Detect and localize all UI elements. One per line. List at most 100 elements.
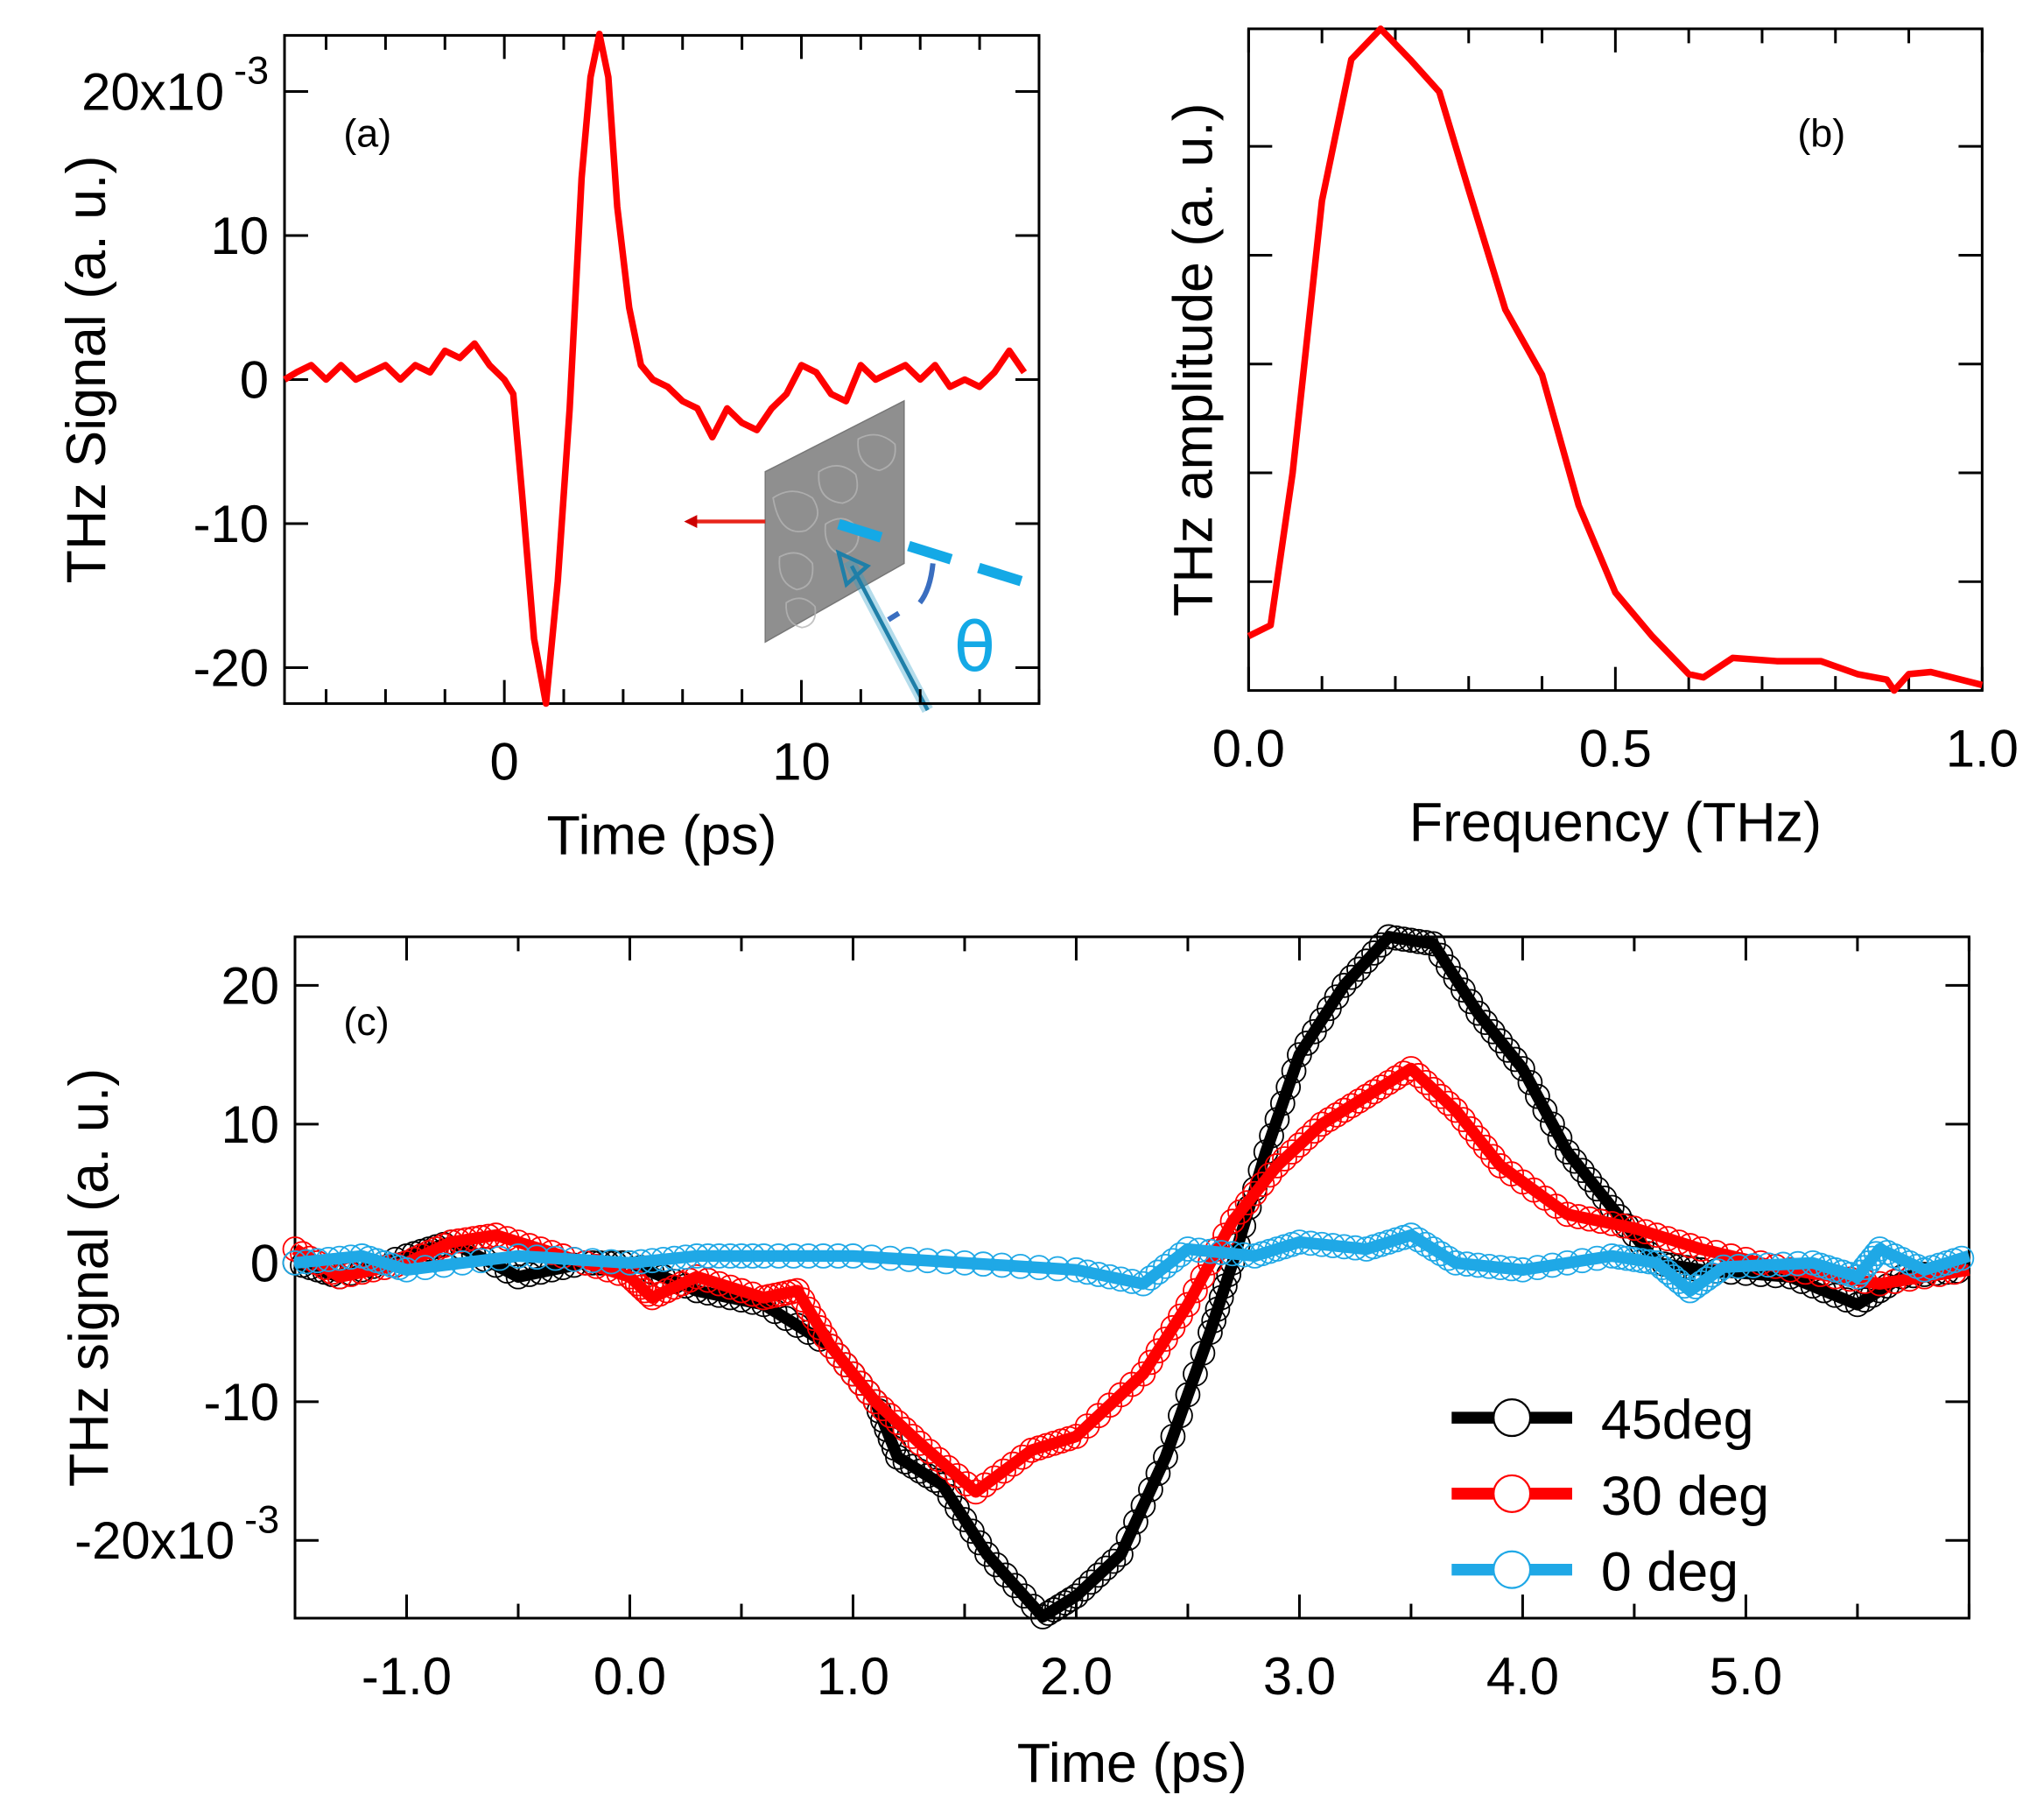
data-point-marker <box>1219 1208 1246 1235</box>
data-point-marker <box>636 1281 662 1307</box>
y-axis-label: THz Signal (a. u.) <box>56 156 117 584</box>
data-point-marker <box>315 1247 341 1272</box>
data-point-marker <box>935 1454 961 1481</box>
data-point-marker <box>1044 1256 1071 1282</box>
data-point-marker <box>1272 1146 1297 1172</box>
data-point-marker <box>1338 1093 1365 1119</box>
data-point-marker <box>468 1248 494 1274</box>
data-point-marker <box>1361 940 1387 966</box>
data-point-marker <box>1259 1123 1284 1149</box>
data-point-marker <box>1279 1139 1305 1165</box>
data-point-marker <box>1454 1251 1480 1278</box>
data-point-marker <box>561 1247 587 1272</box>
panel-c: -1.0 0.0 1.0 2.0 3.0 4.0 5.0 20 10 0 -10 -20x10 -3 Ti… <box>59 924 1975 1794</box>
y-tick-label: 20x10 <box>81 62 224 121</box>
plot-frame <box>293 935 1970 1620</box>
data-point-marker <box>1175 1236 1201 1262</box>
data-point-marker <box>1770 1251 1796 1278</box>
series-line <box>283 31 1028 707</box>
data-point-marker <box>974 1541 1000 1567</box>
data-point-marker <box>1725 1253 1752 1279</box>
data-point-marker <box>598 1249 624 1275</box>
y-axis-label: THz amplitude (a. u.) <box>1162 102 1224 616</box>
data-point-marker <box>1465 1000 1491 1026</box>
data-point-marker <box>945 1462 970 1489</box>
data-point-marker <box>1472 1134 1499 1160</box>
y-tick-label: 20 <box>221 956 279 1015</box>
data-point-marker <box>1078 1569 1104 1595</box>
data-point-marker <box>1517 1069 1543 1095</box>
data-point-marker <box>1287 1229 1312 1255</box>
data-point-marker <box>1212 1222 1238 1249</box>
data-point-marker <box>1428 1241 1454 1267</box>
data-point-marker <box>1844 1292 1871 1318</box>
data-point-marker <box>1001 1573 1028 1599</box>
data-point-marker <box>877 1403 903 1429</box>
data-point-marker <box>1026 1255 1052 1280</box>
sample-image <box>764 399 905 644</box>
y-tick-label: -20 <box>193 638 270 697</box>
data-point-marker <box>1011 1583 1037 1609</box>
data-point-marker <box>1406 928 1431 954</box>
data-point-marker <box>1525 1083 1550 1109</box>
data-point-marker <box>1175 1292 1201 1318</box>
data-point-marker <box>662 1245 687 1271</box>
data-point-marker <box>1495 1037 1521 1063</box>
y-tick-label: 10 <box>210 207 269 265</box>
data-point-marker <box>1242 1180 1268 1207</box>
data-point-marker <box>1219 1241 1246 1267</box>
data-point-marker <box>1093 1555 1119 1581</box>
x-tick-label: 0 <box>489 732 518 791</box>
data-point-marker <box>1009 1444 1036 1470</box>
data-point-marker <box>1227 1199 1253 1225</box>
data-point-marker <box>1231 1242 1257 1268</box>
data-point-marker <box>1949 1245 1975 1271</box>
data-point-marker <box>632 1278 657 1304</box>
data-point-marker <box>1071 1576 1097 1602</box>
data-point-marker <box>717 1274 743 1300</box>
x-tick-label: 4.0 <box>1486 1647 1559 1706</box>
data-point-marker <box>811 1243 836 1269</box>
data-point-marker <box>1183 1278 1208 1304</box>
data-point-marker <box>1353 948 1380 975</box>
data-point-marker <box>832 1352 859 1377</box>
data-point-marker <box>1487 1028 1514 1054</box>
plot-frame <box>283 33 1041 706</box>
data-point-marker <box>972 1472 998 1498</box>
data-point-marker <box>1443 1249 1469 1276</box>
data-point-marker <box>981 1465 1008 1491</box>
data-point-marker <box>766 1243 791 1269</box>
data-point-marker <box>1346 1088 1372 1114</box>
data-point-marker <box>1000 1451 1026 1477</box>
data-point-marker <box>1145 1461 1171 1487</box>
panel-label: (a) <box>343 111 391 156</box>
data-point-marker <box>505 1243 531 1269</box>
data-point-marker <box>900 1424 925 1449</box>
data-point-marker <box>989 1252 1015 1278</box>
data-point-marker <box>1823 1282 1848 1308</box>
legend-label: 30 deg <box>1601 1466 1769 1527</box>
data-point-marker <box>825 1342 851 1369</box>
panel-label: (b) <box>1797 111 1845 156</box>
data-point-marker <box>1863 1241 1889 1267</box>
data-point-marker <box>1555 1249 1580 1276</box>
data-point-marker <box>1621 1215 1647 1242</box>
data-point-marker <box>1465 1252 1491 1278</box>
data-point-marker <box>1338 964 1365 990</box>
beam-arrowhead-icon <box>835 549 872 588</box>
data-point-marker <box>900 1454 925 1480</box>
data-point-marker <box>728 1243 755 1269</box>
data-point-marker <box>1677 1233 1703 1258</box>
data-point-marker <box>991 1458 1016 1484</box>
data-point-marker <box>1138 1476 1163 1503</box>
data-point-marker <box>1859 1245 1886 1271</box>
data-point-marker <box>1510 1256 1535 1283</box>
data-point-marker <box>818 1334 844 1359</box>
data-point-marker <box>1205 1296 1231 1322</box>
data-point-marker <box>751 1243 776 1269</box>
x-tick-label: 0.0 <box>594 1647 666 1706</box>
data-point-marker <box>952 1249 978 1276</box>
data-point-marker <box>543 1245 568 1271</box>
data-point-marker <box>579 1248 606 1274</box>
legend-marker <box>1493 1398 1532 1438</box>
